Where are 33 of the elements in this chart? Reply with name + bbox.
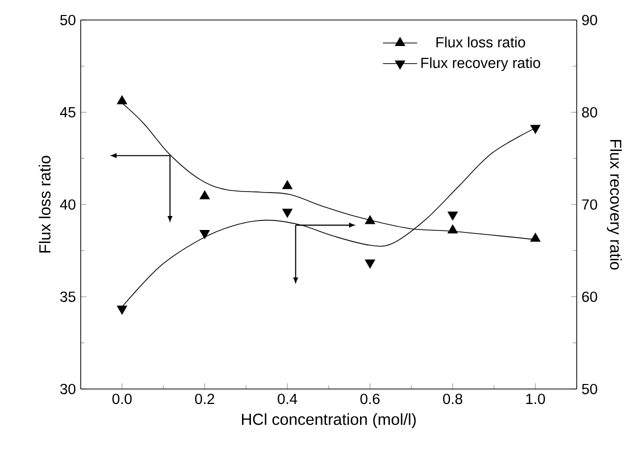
y2-tick-label: 80 bbox=[582, 107, 598, 118]
point bbox=[530, 124, 540, 134]
y2-tick-label: 90 bbox=[582, 14, 598, 26]
point bbox=[200, 190, 210, 200]
y2-tick-label: 70 bbox=[582, 199, 598, 210]
legend-label: Flux recovery ratio bbox=[421, 57, 540, 71]
y-tick-label: 40 bbox=[60, 199, 76, 210]
x-axis-title: HCl concentration (mol/l) bbox=[242, 413, 416, 428]
point bbox=[282, 208, 292, 218]
y2-tick-label: 60 bbox=[582, 292, 598, 302]
x-tick-label: 0.2 bbox=[195, 394, 214, 404]
y-tick-label: 30 bbox=[60, 384, 76, 394]
y-tick-label: 45 bbox=[60, 107, 76, 118]
point bbox=[448, 212, 458, 221]
y-tick-label: 50 bbox=[60, 14, 76, 26]
x-tick-label: 0.0 bbox=[112, 394, 132, 404]
y-axis-title: Flux loss ratio bbox=[38, 156, 51, 253]
y2-tick-label: 50 bbox=[582, 384, 598, 394]
point bbox=[448, 224, 458, 234]
legend-label: Flux loss ratio bbox=[436, 36, 526, 48]
point bbox=[116, 95, 128, 104]
point bbox=[282, 180, 292, 190]
x-tick-label: 1.0 bbox=[526, 394, 545, 404]
x-tick-label: 0.4 bbox=[278, 394, 298, 404]
y-tick-label: 35 bbox=[60, 292, 76, 302]
y2-axis-title: Flux recovery ratio bbox=[606, 140, 622, 270]
x-tick-label: 0.6 bbox=[360, 394, 380, 404]
point bbox=[530, 232, 540, 242]
x-tick-label: 0.8 bbox=[443, 394, 462, 404]
point bbox=[364, 260, 376, 268]
point bbox=[200, 230, 210, 239]
point bbox=[364, 215, 376, 224]
point bbox=[116, 306, 128, 315]
